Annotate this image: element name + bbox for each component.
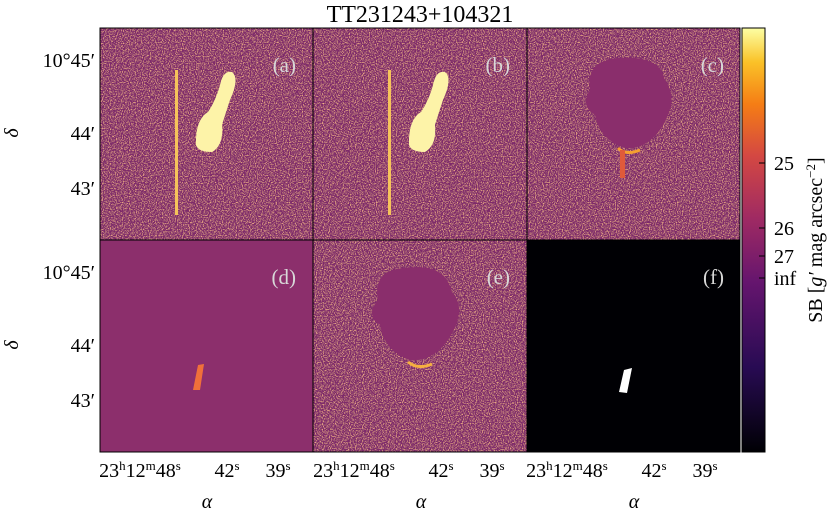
tick-unit: s	[234, 458, 239, 473]
panel-label: (e)	[487, 265, 510, 289]
residual	[616, 146, 641, 155]
colorbar-tick-label: inf	[774, 268, 797, 290]
panel-label: (c)	[701, 53, 724, 77]
tick-unit: m	[360, 458, 370, 473]
tick-number: 23	[99, 460, 119, 482]
tick-unit: h	[333, 458, 340, 473]
colorbar-label: SB [g′ mag arcsec−2]	[803, 157, 828, 322]
tick-number: 42	[428, 460, 448, 482]
x-axis-label: α	[202, 491, 213, 513]
tick-number: 39	[479, 460, 499, 482]
panel-label: (f)	[703, 265, 724, 289]
y-tick-label: 10°45′	[43, 262, 95, 284]
tick-number: 42	[214, 460, 234, 482]
tick-number: 12	[126, 460, 146, 482]
tick-number: 48	[370, 460, 390, 482]
tick-unit: h	[119, 458, 126, 473]
colorbar	[741, 27, 766, 453]
label-part: ]	[805, 157, 827, 164]
tick-unit: s	[285, 458, 290, 473]
x-tick-label: 23h12m48s	[526, 458, 608, 483]
tick-unit: h	[546, 458, 553, 473]
tick-number: 12	[553, 460, 573, 482]
colorbar-tick-label: 25	[774, 153, 794, 175]
label-part: mag arcsec	[805, 178, 827, 273]
panel-label: (d)	[272, 265, 297, 289]
tick-number: 23	[526, 460, 546, 482]
y-axis-label: δ	[1, 128, 23, 138]
x-tick-label: 39s	[479, 458, 504, 483]
colorbar-tick-label: 27	[774, 246, 794, 268]
x-tick-label: 42s	[641, 458, 666, 483]
tick-unit: s	[499, 458, 504, 473]
x-tick-label: 42s	[428, 458, 453, 483]
y-tick-label: 43′	[71, 178, 95, 200]
title: TT231243+104321	[327, 2, 514, 28]
tick-number: 12	[340, 460, 360, 482]
tick-unit: s	[390, 458, 395, 473]
x-axis-label: α	[416, 491, 427, 513]
x-tick-label: 42s	[214, 458, 239, 483]
x-tick-label: 23h12m48s	[99, 458, 181, 483]
mask	[371, 267, 460, 361]
x-axis-label: α	[629, 491, 640, 513]
tick-number: 39	[265, 460, 285, 482]
y-tick-label: 44′	[71, 335, 95, 357]
y-tick-label: 44′	[71, 123, 95, 145]
tick-unit: s	[448, 458, 453, 473]
label-part: −2	[803, 164, 818, 178]
tick-unit: m	[146, 458, 156, 473]
x-tick-label: 39s	[692, 458, 717, 483]
y-axis-label: δ	[1, 340, 23, 350]
mask-region	[619, 368, 632, 393]
mask	[586, 57, 672, 149]
galaxy	[175, 70, 449, 215]
x-tick-label: 23h12m48s	[313, 458, 395, 483]
y-tick-label: 10°45′	[43, 50, 95, 72]
panel-label: (b)	[486, 53, 511, 77]
label-part: g′	[805, 272, 827, 287]
panel-image	[100, 240, 313, 452]
label-part: SB [	[805, 287, 827, 323]
model	[193, 364, 204, 390]
panel-label: (a)	[273, 53, 296, 77]
x-tick-label: 39s	[265, 458, 290, 483]
tick-unit: s	[712, 458, 717, 473]
panel-image	[527, 240, 740, 452]
residual	[407, 360, 433, 369]
tick-number: 39	[692, 460, 712, 482]
tick-number: 42	[641, 460, 661, 482]
tick-number: 48	[156, 460, 176, 482]
tick-unit: m	[573, 458, 583, 473]
tick-unit: s	[603, 458, 608, 473]
tick-unit: s	[661, 458, 666, 473]
tick-number: 23	[313, 460, 333, 482]
residual	[620, 150, 625, 178]
colorbar-tick-label: 26	[774, 218, 794, 240]
y-tick-label: 43′	[71, 390, 95, 412]
tick-number: 48	[583, 460, 603, 482]
tick-unit: s	[176, 458, 181, 473]
frames	[99, 27, 741, 453]
